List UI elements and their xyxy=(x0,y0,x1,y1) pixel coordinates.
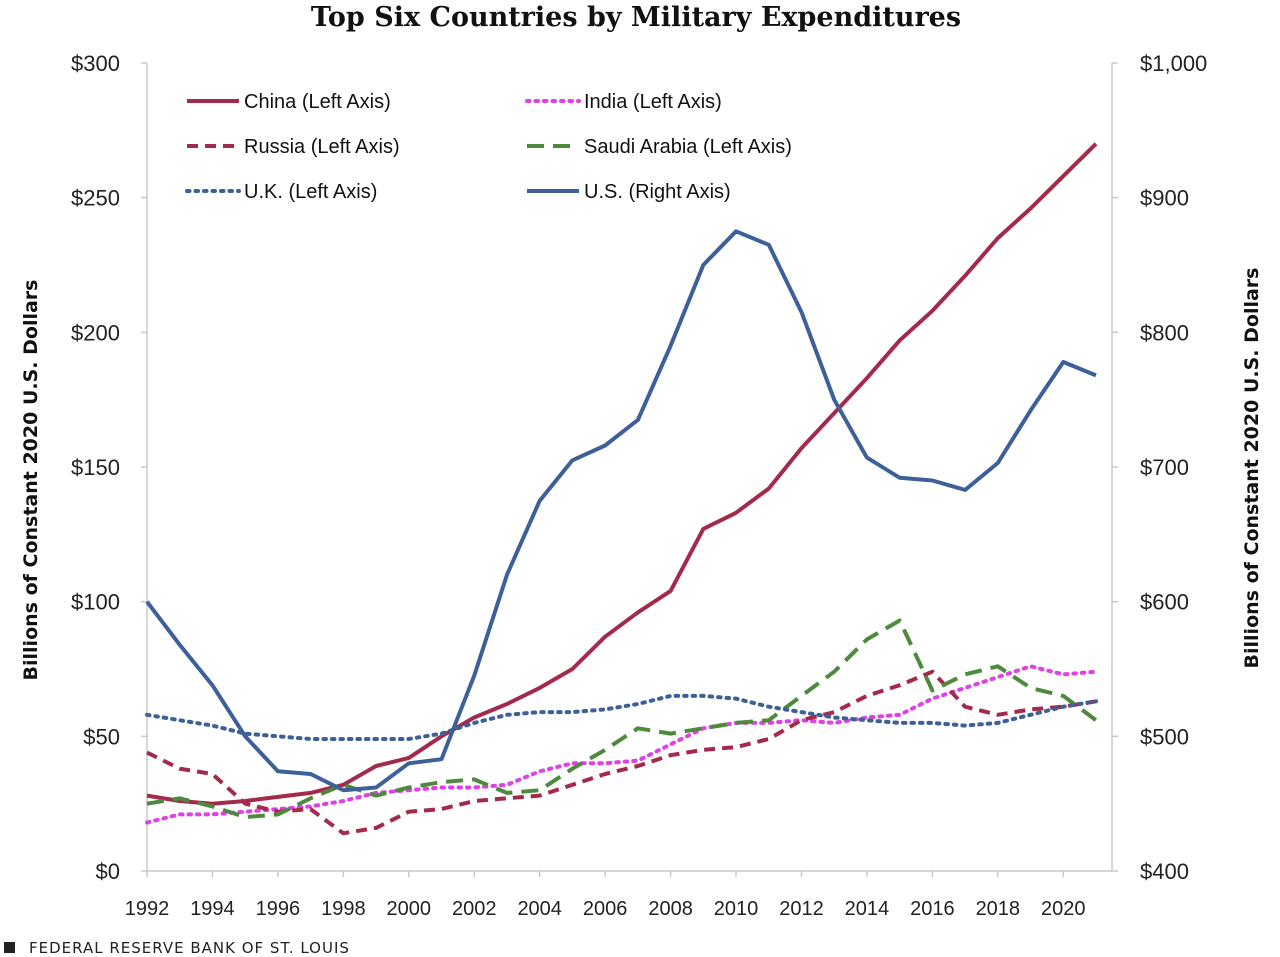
x-tick-label: 1992 xyxy=(125,898,170,920)
y-right-tick-label: $600 xyxy=(1140,590,1189,615)
x-tick-label: 2008 xyxy=(648,898,693,920)
legend-label: India (Left Axis) xyxy=(584,91,722,113)
legend-label: China (Left Axis) xyxy=(244,91,391,113)
y-right-tick-label: $800 xyxy=(1140,320,1189,345)
x-tick-label: 2010 xyxy=(714,898,759,920)
series-line-india-left-axis xyxy=(145,664,1098,825)
x-tick-label: 2020 xyxy=(1041,898,1086,920)
series-line-u-k-left-axis xyxy=(145,693,1098,741)
series-line-china-left-axis xyxy=(146,142,1098,806)
series-lines xyxy=(145,142,1098,836)
x-tick-label: 2012 xyxy=(779,898,824,920)
y-right-tick-label: $400 xyxy=(1140,859,1189,884)
logo-mark-icon xyxy=(4,942,15,953)
legend-label: U.S. (Right Axis) xyxy=(584,181,731,203)
x-tick-label: 1994 xyxy=(190,898,235,920)
legend: China (Left Axis) India (Left Axis) Russia… xyxy=(185,91,792,203)
y-left-tick-label: $0 xyxy=(96,859,120,884)
axes: $0 $50 $100 $150 $200 $250 $300 $400 $500 $600 $70… xyxy=(20,51,1263,920)
x-tick-label: 1998 xyxy=(321,898,366,920)
legend-label: U.K. (Left Axis) xyxy=(244,181,377,203)
x-tick-label: 2014 xyxy=(845,898,890,920)
footer-source: FEDERAL RESERVE BANK OF ST. LOUIS xyxy=(4,939,350,957)
legend-label: Russia (Left Axis) xyxy=(244,136,400,158)
y-right-tick-label: $500 xyxy=(1140,724,1189,749)
source-label: FEDERAL RESERVE BANK OF ST. LOUIS xyxy=(29,939,350,957)
y-left-tick-label: $50 xyxy=(83,724,120,749)
x-tick-label: 2006 xyxy=(583,898,628,920)
y-left-tick-label: $250 xyxy=(71,186,120,211)
y-right-tick-label: $700 xyxy=(1140,455,1189,480)
y-right-tick-label: $1,000 xyxy=(1140,51,1207,76)
x-tick-label: 2018 xyxy=(976,898,1021,920)
legend-label: Saudi Arabia (Left Axis) xyxy=(584,136,792,158)
x-tick-label: 2000 xyxy=(387,898,432,920)
series-line-saudi-arabia-left-axis xyxy=(146,618,1098,820)
y-right-axis-title: Billions of Constant 2020 U.S. Dollars xyxy=(1241,268,1263,669)
y-left-tick-label: $200 xyxy=(71,320,120,345)
y-left-tick-label: $300 xyxy=(71,51,120,76)
y-left-tick-label: $150 xyxy=(71,455,120,480)
x-tick-label: 2016 xyxy=(910,898,955,920)
x-tick-label: 2002 xyxy=(452,898,497,920)
series-line-russia-left-axis xyxy=(146,669,1097,836)
y-left-axis-title: Billions of Constant 2020 U.S. Dollars xyxy=(20,280,42,681)
y-left-tick-label: $100 xyxy=(71,590,120,615)
series-line-u-s-right-axis xyxy=(145,229,1097,793)
x-tick-label: 1996 xyxy=(256,898,301,920)
x-tick-label: 2004 xyxy=(517,898,562,920)
y-right-tick-label: $900 xyxy=(1140,186,1189,211)
chart-title: Top Six Countries by Military Expenditur… xyxy=(310,2,962,33)
